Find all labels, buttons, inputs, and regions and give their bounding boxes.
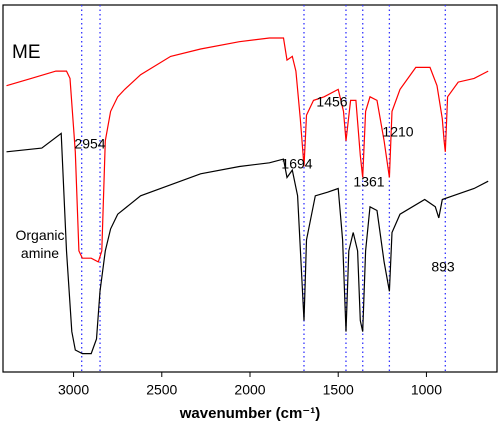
peak-annotation: 1456	[316, 94, 347, 110]
x-tick-label: 2000	[234, 382, 265, 398]
x-tick-label: 2500	[146, 382, 177, 398]
spectrum-line	[6, 132, 489, 355]
peak-annotation: 1694	[281, 156, 312, 172]
peak-annotation: 2954	[74, 136, 105, 152]
series-label: ME	[12, 42, 41, 63]
x-axis-label: wavenumber (cm⁻¹)	[179, 405, 320, 422]
x-tick-label: 1000	[411, 382, 442, 398]
x-tick-label: 3000	[58, 382, 89, 398]
x-tick-label: 1500	[323, 382, 354, 398]
peak-annotation: 1210	[382, 124, 413, 140]
peak-annotation: 1361	[353, 174, 384, 190]
peak-annotation: 893	[431, 259, 455, 275]
series-label: Organic amine	[15, 227, 65, 261]
spectrum-line	[6, 37, 489, 263]
